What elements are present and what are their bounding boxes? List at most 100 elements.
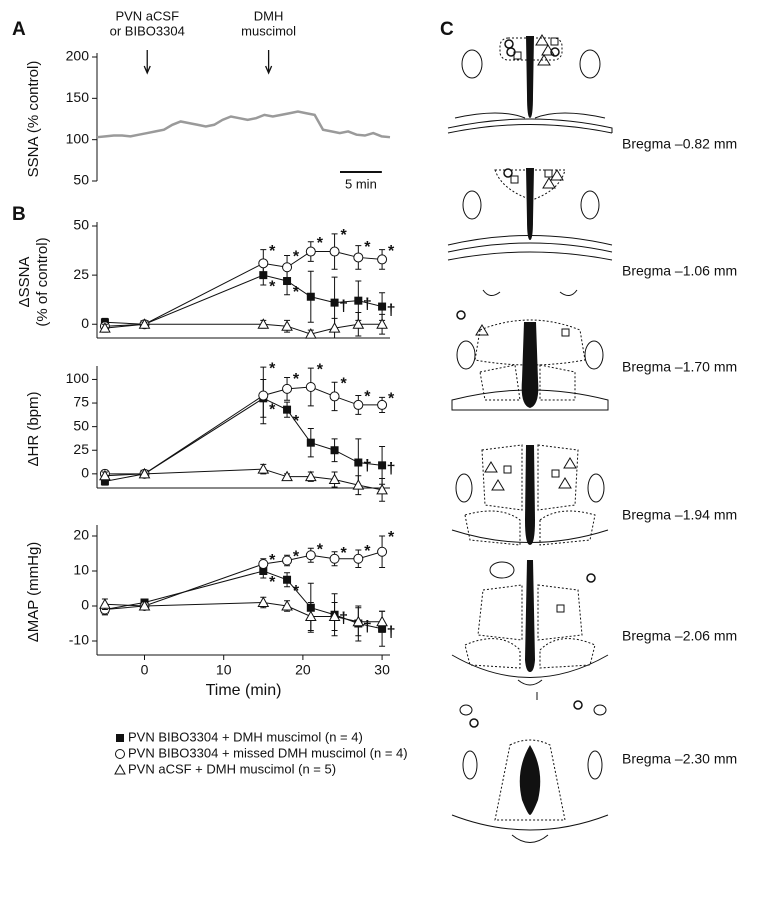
marker (99, 598, 111, 609)
marker (305, 381, 316, 392)
significance-mark: * (317, 541, 324, 558)
significance-mark: * (269, 552, 276, 569)
significance-mark: * (293, 583, 300, 600)
marker (257, 463, 270, 474)
y-tick-label: 25 (73, 441, 89, 457)
marker (377, 254, 388, 265)
y-tick-label: -10 (69, 632, 89, 648)
y-tick-label: 25 (73, 266, 89, 282)
x-tick-label: 0 (141, 662, 149, 678)
marker (328, 473, 341, 485)
y-tick-label: 50 (73, 217, 89, 233)
marker (378, 461, 387, 470)
y-tick-label: 150 (66, 89, 90, 105)
legend-label: PVN aCSF + DMH muscimol (n = 5) (128, 761, 336, 776)
marker (352, 615, 365, 627)
significance-mark: * (388, 529, 395, 546)
marker (281, 470, 293, 482)
annotation: PVN aCSF (115, 8, 179, 23)
y-tick-label: 100 (66, 370, 90, 386)
series-line (104, 601, 383, 623)
marker (304, 470, 317, 482)
panel-label: B (12, 204, 26, 225)
series-line (96, 110, 391, 139)
section-label: Bregma –1.94 mm (622, 507, 737, 523)
marker (354, 458, 363, 467)
legend-label: PVN BIBO3304 + missed DMH muscimol (n = … (128, 745, 408, 760)
marker (376, 318, 388, 329)
marker (282, 555, 293, 566)
y-tick-label: 20 (73, 527, 89, 543)
y-tick-label: 0 (81, 465, 89, 481)
significance-mark: * (317, 361, 324, 378)
marker (353, 252, 364, 263)
significance-mark: † (387, 461, 396, 478)
significance-mark: * (293, 284, 300, 301)
marker (330, 298, 339, 307)
y-tick-label: 10 (73, 562, 89, 578)
series-line (104, 323, 383, 335)
significance-mark: * (388, 391, 395, 408)
y-axis-label: ΔHR (bpm) (25, 391, 42, 466)
significance-mark: † (387, 302, 396, 319)
section-label: Bregma –2.30 mm (622, 751, 737, 767)
section-label: Bregma –2.06 mm (622, 628, 737, 644)
annotation: or BIBO3304 (110, 23, 185, 38)
legend-marker (116, 734, 124, 742)
legend-marker (115, 749, 125, 759)
x-tick-label: 10 (216, 662, 232, 678)
legend-label: PVN BIBO3304 + DMH muscimol (n = 4) (128, 729, 363, 744)
y-tick-label: 0 (81, 315, 89, 331)
marker (329, 553, 340, 564)
section-label: Bregma –1.70 mm (622, 359, 737, 375)
marker (99, 322, 111, 333)
annotation-arrow (265, 50, 273, 75)
marker (305, 550, 316, 561)
marker (258, 559, 269, 569)
significance-mark: * (364, 389, 371, 406)
significance-mark: † (363, 296, 372, 313)
marker (352, 318, 365, 329)
marker (328, 322, 341, 333)
significance-mark: * (340, 375, 347, 392)
x-axis-label: Time (min) (206, 682, 282, 699)
marker (328, 610, 341, 621)
y-tick-label: 50 (73, 172, 89, 188)
x-tick-label: 30 (374, 662, 390, 678)
significance-mark: † (363, 619, 372, 636)
marker (353, 553, 364, 564)
marker (138, 467, 151, 479)
marker (283, 575, 292, 584)
marker (306, 438, 315, 447)
significance-mark: * (293, 548, 300, 565)
panel-label: C (440, 19, 454, 40)
x-tick-label: 20 (295, 662, 311, 678)
marker (330, 446, 339, 455)
y-tick-label: 100 (66, 130, 90, 146)
marker (354, 296, 363, 305)
y-axis-label: ΔMAP (mmHg) (25, 542, 42, 643)
significance-mark: * (293, 249, 300, 266)
marker (376, 615, 388, 627)
annotation: DMH (254, 8, 284, 23)
annotation-arrow (143, 50, 151, 75)
marker (306, 292, 315, 301)
marker (257, 318, 270, 329)
marker (352, 479, 365, 490)
significance-mark: * (340, 227, 347, 244)
significance-mark: * (293, 413, 300, 430)
significance-mark: * (269, 402, 276, 419)
significance-mark: * (269, 360, 276, 377)
y-axis-label: ΔSSNA (16, 257, 33, 308)
significance-mark: † (339, 298, 348, 315)
marker (282, 383, 293, 394)
marker (376, 483, 388, 495)
y-tick-label: 200 (66, 48, 90, 64)
marker (138, 318, 151, 329)
significance-mark: † (387, 624, 396, 641)
section-label: Bregma –1.06 mm (622, 263, 737, 279)
y-tick-label: 0 (81, 597, 89, 613)
marker (329, 391, 340, 402)
